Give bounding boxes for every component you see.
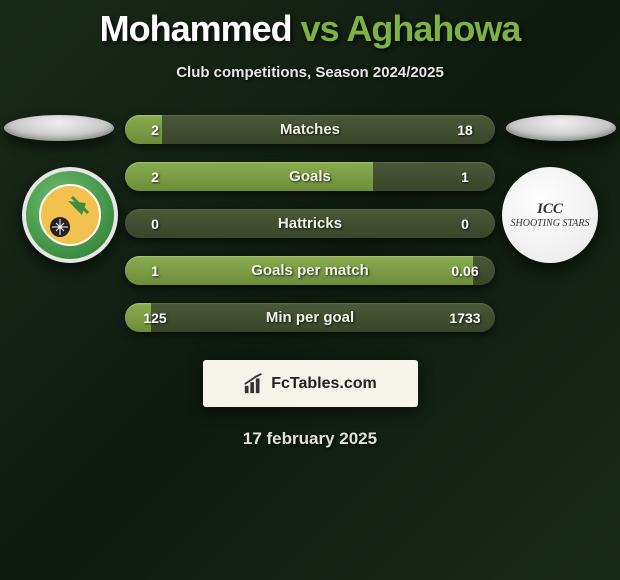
badge-text: ICC SHOOTING STARS — [511, 201, 590, 229]
stat-label: Goals per match — [185, 262, 435, 279]
stat-value-left: 0 — [125, 216, 185, 232]
crest-icon — [38, 183, 102, 247]
stat-row: 2Matches18 — [125, 115, 495, 144]
title-player1: Mohammed — [100, 8, 292, 49]
brand-card[interactable]: FcTables.com — [203, 360, 418, 407]
stat-value-left: 2 — [125, 122, 185, 138]
stat-label: Min per goal — [185, 309, 435, 326]
stat-row: 125Min per goal1733 — [125, 303, 495, 332]
page-title: Mohammed vs Aghahowa — [0, 0, 620, 50]
title-vs: vs — [301, 8, 339, 49]
club-badge-icon — [22, 167, 118, 263]
chart-icon — [243, 373, 265, 395]
stat-value-right: 1 — [435, 169, 495, 185]
stat-value-left: 2 — [125, 169, 185, 185]
avatar-placeholder-icon — [4, 115, 114, 141]
player1-avatar — [4, 115, 114, 141]
stat-value-right: 18 — [435, 122, 495, 138]
avatar-placeholder-icon — [506, 115, 616, 141]
stat-label: Matches — [185, 121, 435, 138]
stat-value-right: 1733 — [435, 310, 495, 326]
stat-row: 2Goals1 — [125, 162, 495, 191]
club-badge-icon: ICC SHOOTING STARS — [502, 167, 598, 263]
stat-value-right: 0 — [435, 216, 495, 232]
stats-list: 2Matches182Goals10Hattricks01Goals per m… — [125, 115, 495, 332]
subtitle: Club competitions, Season 2024/2025 — [0, 64, 620, 81]
stat-value-right: 0.06 — [435, 263, 495, 279]
stat-label: Hattricks — [185, 215, 435, 232]
content-area: ICC SHOOTING STARS 2Matches182Goals10Hat… — [0, 115, 620, 449]
date-label: 17 february 2025 — [0, 429, 620, 449]
player2-club-badge: ICC SHOOTING STARS — [502, 167, 598, 263]
brand-label: FcTables.com — [271, 375, 377, 393]
stat-value-left: 1 — [125, 263, 185, 279]
player2-avatar — [506, 115, 616, 141]
title-player2: Aghahowa — [346, 8, 520, 49]
stat-label: Goals — [185, 168, 435, 185]
stat-value-left: 125 — [125, 310, 185, 326]
stat-row: 0Hattricks0 — [125, 209, 495, 238]
player1-club-badge — [22, 167, 118, 263]
stat-row: 1Goals per match0.06 — [125, 256, 495, 285]
